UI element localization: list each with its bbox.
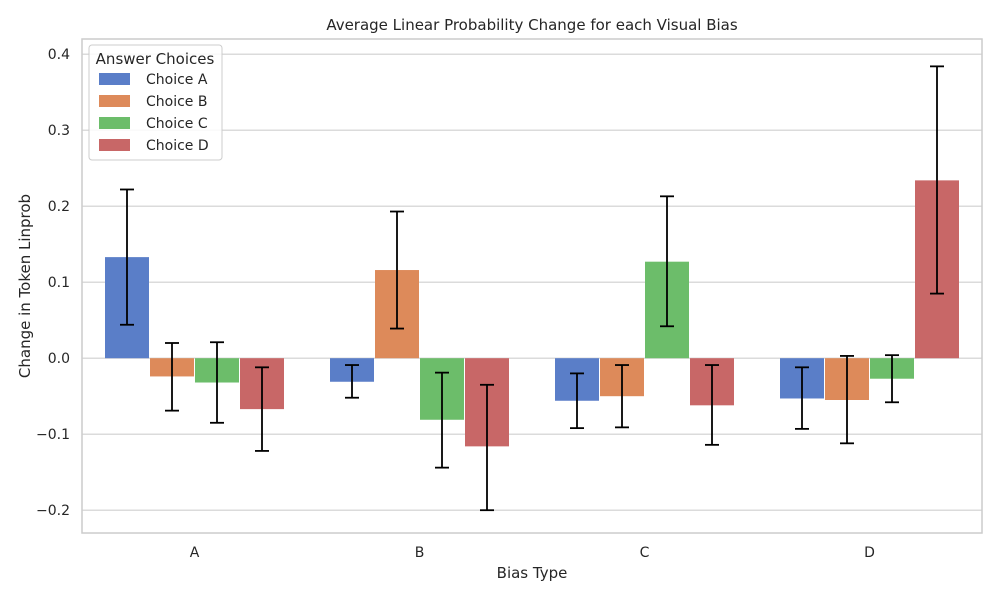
x-tick-label: D [864,545,875,561]
legend-swatch [99,139,130,151]
y-tick-label: 0.4 [48,47,70,63]
legend-swatch [99,95,130,107]
x-tick-label: B [415,545,425,561]
y-axis-label: Change in Token Linprob [16,194,34,378]
legend-items: Choice A Choice B Choice C Choice D [99,72,209,154]
y-tick-labels: −0.2 −0.1 0.0 0.1 0.2 0.3 0.4 [36,47,70,519]
legend-title: Answer Choices [96,50,215,68]
y-tick-label: 0.0 [48,351,70,367]
x-tick-label: A [190,545,200,561]
y-tick-label: −0.2 [36,503,70,519]
error-bars [120,65,944,512]
plot-frame [81,38,983,534]
bars [105,180,959,447]
legend-label: Choice A [146,72,208,88]
legend-swatch [99,73,130,85]
y-tick-label: 0.3 [48,123,70,139]
legend-label: Choice B [146,94,207,110]
y-tick-label: 0.2 [48,199,70,215]
y-tick-label: 0.1 [48,275,70,291]
legend-label: Choice D [146,138,209,154]
chart-title: Average Linear Probability Change for ea… [326,16,738,34]
legend-swatch [99,117,130,129]
x-axis-label: Bias Type [497,564,568,582]
legend-label: Choice C [146,116,208,132]
x-tick-label: C [640,545,650,561]
x-tick-labels: A B C D [190,545,875,561]
y-tick-label: −0.1 [36,427,70,443]
